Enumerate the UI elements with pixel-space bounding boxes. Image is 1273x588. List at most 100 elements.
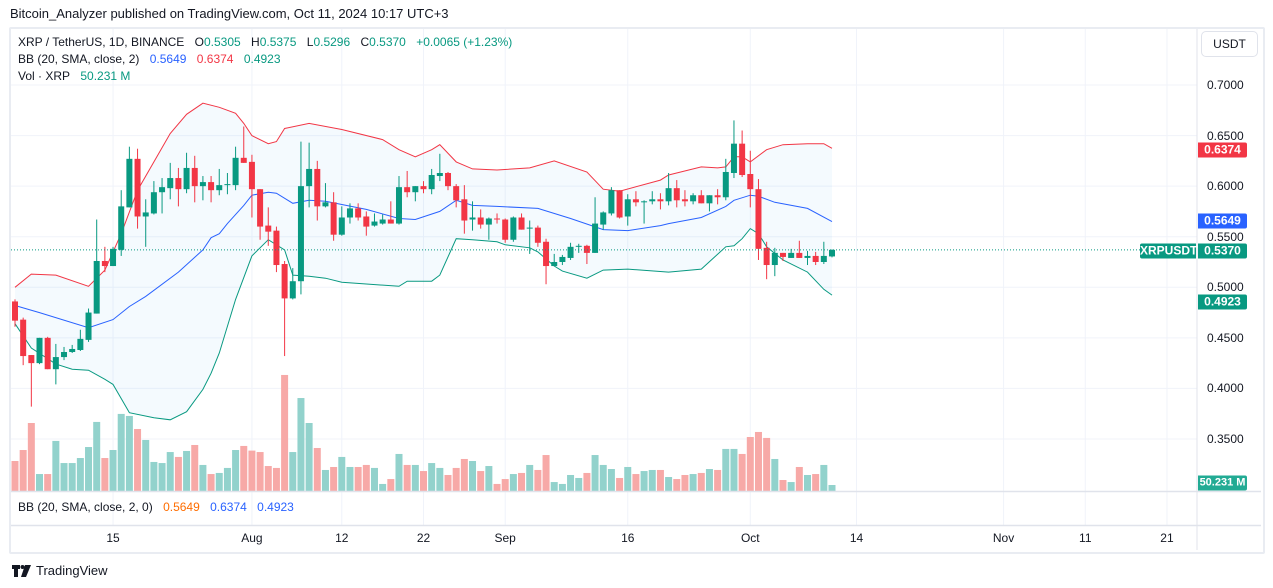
volume-bar	[452, 467, 460, 491]
volume-bar	[509, 474, 517, 491]
candle-body	[624, 199, 631, 217]
candle-body	[93, 260, 100, 314]
volume-bar	[673, 479, 681, 491]
separators	[11, 29, 1261, 550]
candle-body	[436, 172, 443, 177]
volume-bar	[575, 477, 583, 491]
footer[interactable]: TradingView	[12, 563, 108, 578]
candle-body	[567, 246, 574, 258]
volume-bar	[215, 472, 223, 491]
candle-body	[428, 175, 435, 190]
candle-body	[779, 252, 786, 257]
symbol-legend[interactable]: XRP / TetherUS, 1D, BINANCE O0.5305 H0.5…	[18, 35, 512, 49]
volume-bar	[648, 469, 656, 491]
candle-body	[641, 201, 648, 203]
volume-bar	[297, 398, 305, 491]
candle-body	[829, 249, 835, 257]
volume-legend[interactable]: Vol · XRP 50.231 M	[18, 69, 130, 83]
volume-bar	[27, 423, 35, 491]
volume-bar	[191, 444, 199, 491]
volume-bar	[60, 463, 68, 491]
candle-body	[600, 212, 607, 225]
volume-bar	[485, 466, 493, 491]
volume-bar	[607, 469, 615, 491]
volume-bar	[321, 469, 329, 491]
candle-body	[338, 217, 345, 235]
bb-lower-tag: 0.4923	[1198, 294, 1247, 310]
candle-body	[110, 248, 117, 267]
candle-body	[85, 312, 92, 340]
volume-bar	[763, 437, 771, 491]
volume-bar	[803, 474, 811, 491]
candle-body	[706, 195, 713, 204]
candle-body	[502, 219, 509, 240]
volume-bar	[19, 450, 27, 491]
candle-body	[608, 190, 615, 214]
candle-body	[69, 348, 76, 353]
price-tick-label: 0.5000	[1207, 280, 1244, 295]
time-tick-label: 16	[621, 531, 635, 545]
candle-body	[820, 255, 827, 262]
candle-body	[322, 202, 329, 207]
bb-upper-value: 0.6374	[196, 52, 234, 66]
candle-body	[445, 172, 452, 187]
open-label: O	[194, 35, 204, 49]
volume-bar	[599, 464, 607, 491]
volume-bar	[150, 461, 158, 491]
publisher-line: Bitcoin_Analyzer published on TradingVie…	[10, 6, 449, 21]
volume-bar	[779, 480, 787, 491]
bb-legend[interactable]: BB (20, SMA, close, 2) 0.5649 0.6374 0.4…	[18, 52, 281, 66]
candle-body	[469, 217, 476, 220]
close-value: 0.5370	[369, 35, 406, 49]
volume-bar	[616, 477, 624, 491]
candle-body	[804, 255, 811, 258]
lower-pane-legend[interactable]: BB (20, SMA, close, 2, 0) 0.5649 0.6374 …	[18, 500, 294, 514]
time-tick-label: Oct	[740, 531, 760, 545]
candle-body	[224, 184, 231, 186]
candle-body	[543, 241, 550, 267]
candle-body	[681, 199, 688, 202]
price-tick-label: 0.3500	[1207, 431, 1244, 446]
candle-body	[747, 174, 754, 190]
high-label: H	[251, 35, 260, 49]
volume-bar	[754, 431, 762, 491]
volume-bar	[109, 450, 117, 491]
volume-bar	[44, 474, 52, 491]
candles	[12, 120, 835, 407]
candle-body	[657, 199, 664, 202]
candle-body	[796, 252, 803, 258]
candle-body	[355, 208, 362, 218]
candle-body	[126, 158, 133, 208]
volume-bar	[379, 483, 387, 491]
candle-body	[159, 187, 166, 193]
currency-button[interactable]: USDT	[1201, 31, 1258, 57]
volume-bar	[820, 464, 828, 491]
volume-bar	[714, 469, 722, 491]
volume-bar	[420, 471, 427, 491]
volume-bar	[812, 474, 820, 491]
volume-bar	[85, 447, 93, 491]
volume-bar	[256, 452, 264, 491]
candle-body	[534, 227, 541, 243]
volume-bar	[722, 448, 730, 491]
candle-body	[44, 337, 51, 370]
volume-bar	[346, 466, 354, 491]
lower-pane-label: BB (20, SMA, close, 2, 0)	[18, 500, 153, 514]
candle-body	[755, 189, 762, 249]
volume-bar	[477, 471, 485, 491]
volume-bar	[232, 450, 240, 491]
volume-bar	[632, 474, 640, 491]
candle-body	[730, 143, 737, 173]
candle-body	[118, 206, 125, 250]
candle-body	[485, 218, 492, 225]
volume-bar	[697, 472, 705, 491]
time-tick-label: 11	[1079, 531, 1092, 545]
candle-body	[453, 186, 460, 201]
volume-bar	[223, 467, 231, 491]
volume-bar	[125, 415, 133, 491]
volume-bar	[656, 469, 664, 491]
candle-body	[150, 192, 157, 214]
price-tick-label: 0.5500	[1207, 229, 1244, 244]
volume-bar	[436, 467, 444, 491]
